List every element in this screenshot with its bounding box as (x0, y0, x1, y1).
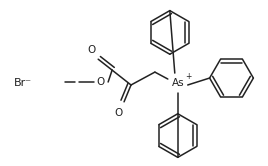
Text: As: As (172, 78, 184, 88)
Text: O: O (87, 45, 95, 55)
Text: Br⁻: Br⁻ (13, 78, 32, 88)
Text: +: + (185, 72, 192, 81)
Text: O: O (114, 108, 122, 118)
Text: O: O (96, 77, 104, 87)
